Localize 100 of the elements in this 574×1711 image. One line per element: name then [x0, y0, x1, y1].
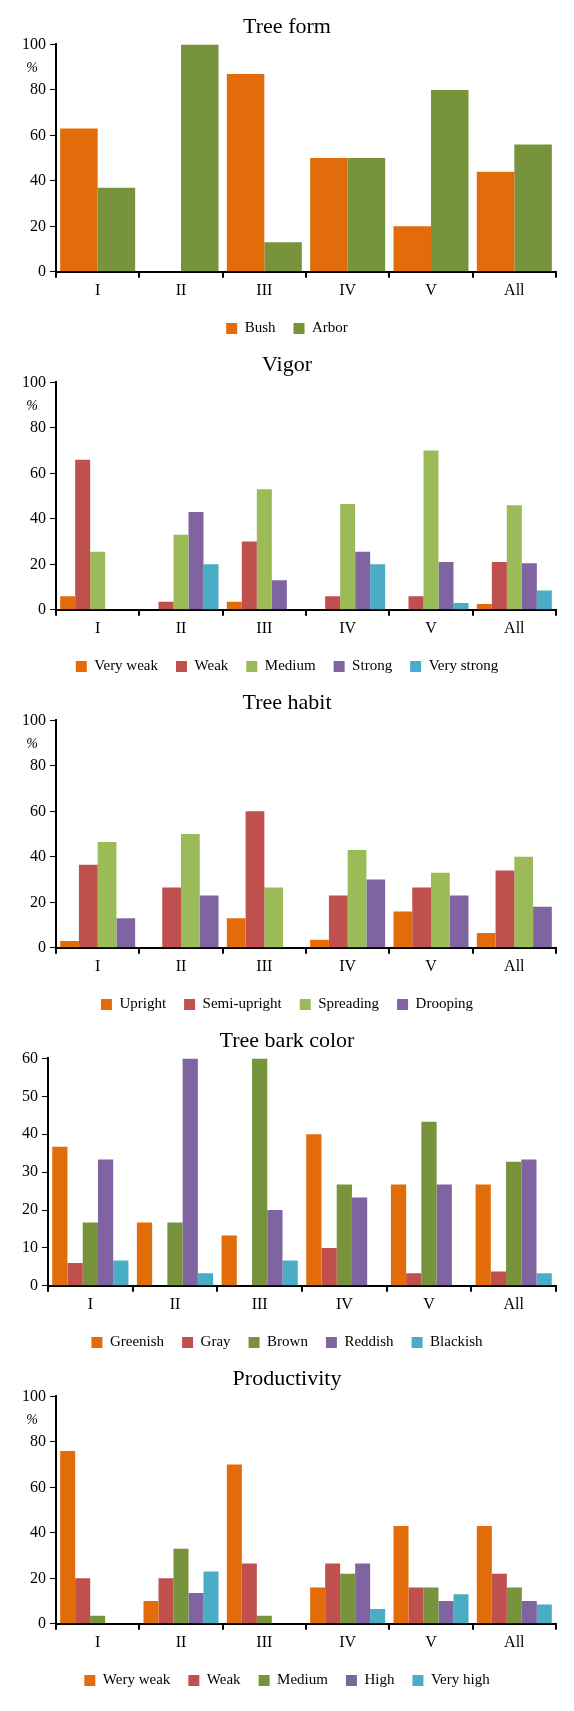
bar [328, 895, 348, 948]
legend-label: Gray [200, 1333, 232, 1350]
legend-label: Spreading [318, 995, 380, 1012]
bar [226, 1464, 242, 1624]
legend-label: Medium [277, 1671, 329, 1688]
bar [436, 1184, 452, 1286]
bar [173, 1548, 189, 1624]
y-tick-label: 20 [22, 1200, 38, 1218]
legend-label: Strong [352, 657, 393, 674]
y-tick-label: 20 [30, 1568, 46, 1586]
bar [310, 939, 329, 948]
y-tick-label: 100 [22, 34, 46, 52]
x-tick-label: V [425, 280, 438, 298]
x-tick-label: All [504, 1632, 526, 1650]
bar [351, 1197, 368, 1286]
y-axis-title: % [26, 736, 38, 752]
y-tick-label: 60 [30, 463, 46, 481]
x-tick-label: I [95, 280, 101, 298]
bar [408, 1587, 424, 1624]
bar [158, 601, 174, 610]
y-tick-label: 60 [22, 1048, 38, 1066]
x-tick-label: IV [339, 618, 357, 636]
x-tick-label: I [95, 1632, 101, 1650]
legend-label: Blackish [430, 1333, 484, 1350]
bar [162, 887, 181, 948]
bar [340, 1573, 356, 1624]
bar [75, 1578, 91, 1624]
bar [241, 541, 257, 610]
bar [355, 1563, 371, 1624]
y-tick-label: 60 [30, 801, 46, 819]
x-tick-label: II [169, 1294, 181, 1312]
bar [476, 933, 496, 948]
bar [453, 602, 469, 610]
bar [393, 911, 413, 948]
bar [60, 596, 76, 610]
legend-label: Drooping [415, 995, 474, 1012]
bar [113, 1260, 129, 1286]
bar [226, 918, 246, 948]
y-tick-label: 0 [30, 1276, 38, 1293]
bar [506, 1161, 522, 1286]
x-tick-label: V [425, 618, 438, 636]
bar [449, 895, 469, 948]
y-tick-label: 20 [30, 554, 46, 572]
bar [476, 1526, 492, 1624]
bar [514, 856, 534, 948]
y-tick-label: 0 [38, 938, 46, 955]
y-tick-label: 20 [30, 892, 46, 910]
x-tick-label: IV [339, 280, 357, 298]
bar [182, 1058, 198, 1286]
bar [423, 450, 439, 610]
bar [347, 850, 367, 948]
bar [306, 1134, 322, 1286]
bar [143, 1601, 159, 1624]
bar [252, 1058, 268, 1286]
bar [453, 1594, 469, 1624]
bar [221, 1235, 237, 1286]
x-tick-label: II [175, 956, 187, 974]
legend-label: Greenish [109, 1333, 165, 1350]
y-tick-label: 0 [38, 262, 46, 279]
bar [476, 171, 515, 272]
bar [203, 564, 219, 610]
bar [521, 1159, 537, 1286]
y-tick-label: 40 [30, 847, 46, 865]
bar [325, 596, 341, 610]
legend-label: Weak [206, 1671, 242, 1688]
bar [347, 158, 386, 272]
bar [90, 551, 106, 610]
bar [406, 1273, 422, 1286]
bar [197, 1273, 214, 1286]
legend-label: Reddish [344, 1333, 395, 1350]
bar [370, 1609, 386, 1624]
bar [536, 1604, 552, 1624]
y-tick-label: 0 [38, 1614, 46, 1631]
y-tick-label: 20 [30, 216, 46, 234]
x-tick-label: III [256, 618, 273, 636]
bar [188, 512, 204, 610]
bar [438, 562, 454, 610]
bar [310, 1587, 326, 1624]
bar [355, 551, 371, 610]
bar [97, 187, 136, 272]
x-tick-label: II [175, 618, 187, 636]
y-tick-label: 50 [22, 1086, 38, 1104]
x-tick-label: All [503, 1294, 525, 1312]
bar [476, 604, 492, 610]
legend-label: Very weak [94, 657, 159, 674]
bar [136, 1222, 153, 1286]
y-tick-label: 100 [22, 372, 46, 390]
bar [97, 1159, 114, 1286]
x-tick-label: III [256, 280, 273, 298]
bar [390, 1184, 407, 1286]
bar [536, 1273, 552, 1286]
bar [116, 918, 136, 948]
legend-label: Weak [194, 657, 229, 674]
y-axis-title: % [26, 398, 38, 414]
bar [256, 489, 272, 610]
x-tick-label: III [256, 956, 273, 974]
bar [181, 834, 200, 948]
x-tick-label: V [423, 1294, 436, 1312]
bar [188, 1593, 204, 1624]
y-tick-label: 60 [30, 1477, 46, 1495]
